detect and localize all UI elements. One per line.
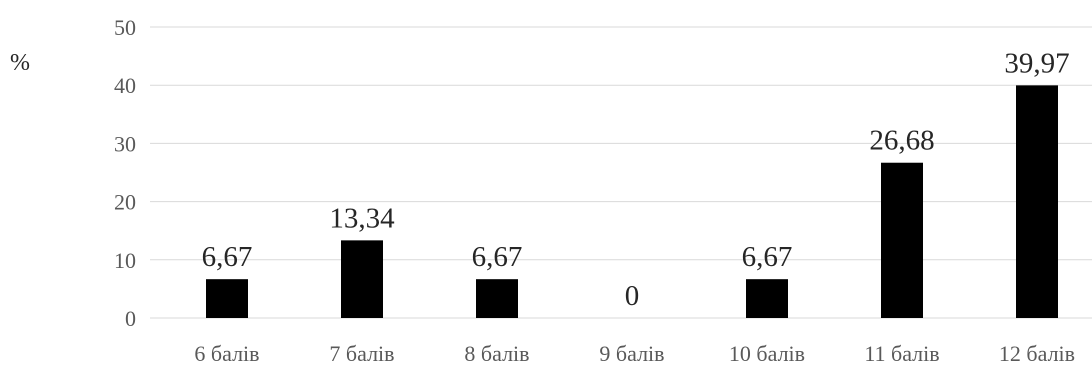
x-axis-labels: 6 балів 7 балів 8 балів 9 балів 10 балів 11 б…	[194, 341, 1075, 366]
bar	[1016, 85, 1058, 318]
bar	[746, 279, 788, 318]
data-label: 6,67	[202, 241, 253, 273]
x-category-label: 10 балів	[729, 341, 805, 366]
x-category-label: 11 балів	[864, 341, 939, 366]
bar	[206, 279, 248, 318]
gridlines	[150, 26, 1092, 319]
y-axis-ticks: 0 10 20 30 40 50	[114, 15, 136, 331]
y-axis-label: %	[10, 50, 30, 76]
x-category-label: 9 балів	[599, 341, 664, 366]
data-label: 26,68	[869, 125, 934, 157]
y-tick-label: 0	[125, 306, 136, 331]
y-tick-label: 40	[114, 73, 136, 98]
bars	[206, 85, 1058, 318]
x-category-label: 8 балів	[464, 341, 529, 366]
y-tick-label: 30	[114, 131, 136, 156]
x-category-label: 12 балів	[999, 341, 1075, 366]
x-category-label: 6 балів	[194, 341, 259, 366]
bar	[881, 162, 923, 318]
x-category-label: 7 балів	[329, 341, 394, 366]
data-label: 6,67	[742, 241, 793, 273]
data-label: 0	[625, 280, 640, 312]
data-label: 13,34	[329, 202, 395, 234]
y-tick-label: 50	[114, 15, 136, 40]
data-label: 6,67	[472, 241, 523, 273]
data-labels: 6,67 13,34 6,67 0 6,67 26,68 39,97	[202, 47, 1070, 312]
bar	[341, 240, 383, 318]
data-label: 39,97	[1004, 47, 1069, 79]
y-tick-label: 10	[114, 248, 136, 273]
bar	[476, 279, 518, 318]
y-tick-label: 20	[114, 190, 136, 215]
